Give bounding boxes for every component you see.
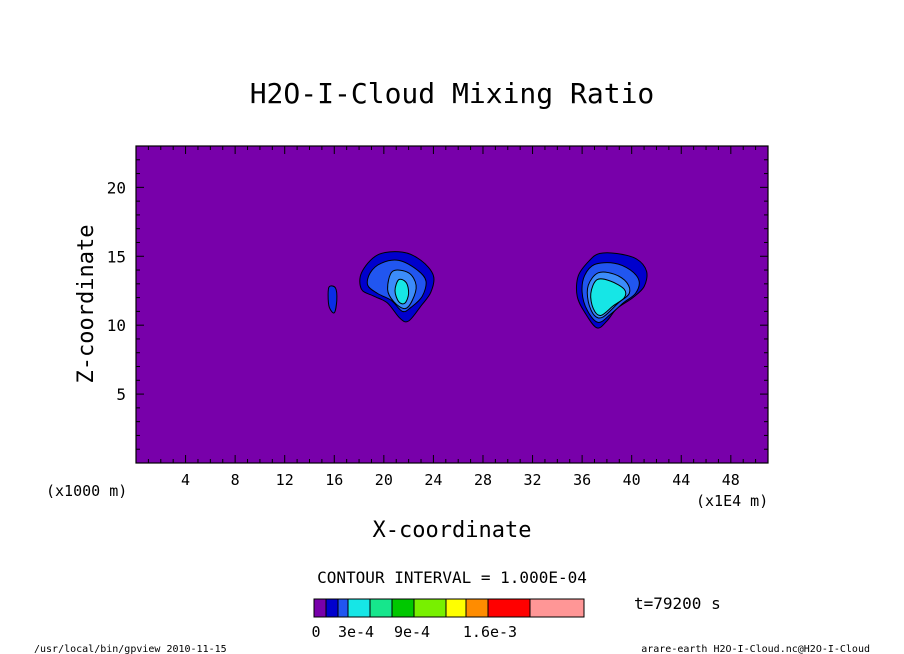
- colorbar-swatch: [445, 598, 467, 618]
- colorbar-label: 0: [311, 623, 320, 641]
- x-tick-label: 40: [623, 471, 641, 489]
- colorbar-swatch: [391, 598, 415, 618]
- x-tick-label: 32: [524, 471, 542, 489]
- y-tick-label: 10: [107, 316, 126, 335]
- chart-title: H2O-I-Cloud Mixing Ratio: [250, 77, 655, 110]
- x-tick-label: 28: [474, 471, 492, 489]
- x-unit-right: (x1E4 m): [696, 492, 768, 510]
- plot-background: [136, 146, 768, 463]
- colorbar-label: 9e-4: [394, 623, 430, 641]
- small-cloud-level-1: [327, 285, 338, 314]
- colorbar-label: 1.6e-3: [463, 623, 517, 641]
- x-tick-label: 24: [424, 471, 442, 489]
- time-label: t=79200 s: [634, 594, 721, 613]
- colorbar-swatch: [369, 598, 393, 618]
- x-tick-label: 16: [325, 471, 343, 489]
- colorbar-swatch: [347, 598, 371, 618]
- x-tick-label: 20: [375, 471, 393, 489]
- colorbar-swatch: [325, 598, 339, 618]
- x-unit-left: (x1000 m): [46, 482, 127, 500]
- colorbar-swatch: [465, 598, 489, 618]
- colorbar-swatch: [337, 598, 349, 618]
- x-tick-label: 12: [276, 471, 294, 489]
- contour-layer: [327, 251, 648, 329]
- x-tick-label: 36: [573, 471, 591, 489]
- x-tick-label: 4: [181, 471, 190, 489]
- colorbar-swatch: [487, 598, 531, 618]
- colorbar-swatch: [413, 598, 447, 618]
- contour-interval-label: CONTOUR INTERVAL = 1.000E-04: [317, 568, 587, 587]
- x-axis-title: X-coordinate: [373, 518, 532, 543]
- y-tick-label: 15: [107, 247, 126, 266]
- footer-left: /usr/local/bin/gpview 2010-11-15: [34, 644, 227, 654]
- cloud-near-x38-level-4: [590, 278, 627, 317]
- y-tick-label: 5: [116, 385, 126, 404]
- x-tick-label: 48: [722, 471, 740, 489]
- colorbar-swatch: [313, 598, 327, 618]
- footer-right: arare-earth_H2O-I-Cloud.nc@H2O-I-Cloud: [641, 644, 870, 654]
- y-axis-title: Z-coordinate: [74, 225, 99, 384]
- x-tick-label: 44: [672, 471, 690, 489]
- colorbar: [313, 598, 585, 618]
- colorbar-swatch: [529, 598, 585, 618]
- colorbar-labels: 0 3e-4 9e-4 1.6e-3: [311, 623, 517, 641]
- y-tick-label: 20: [107, 178, 126, 197]
- colorbar-label: 3e-4: [338, 623, 374, 641]
- x-tick-label: 8: [231, 471, 240, 489]
- cloud-near-x21-level-4: [394, 278, 410, 305]
- plot-frame: [135, 145, 769, 464]
